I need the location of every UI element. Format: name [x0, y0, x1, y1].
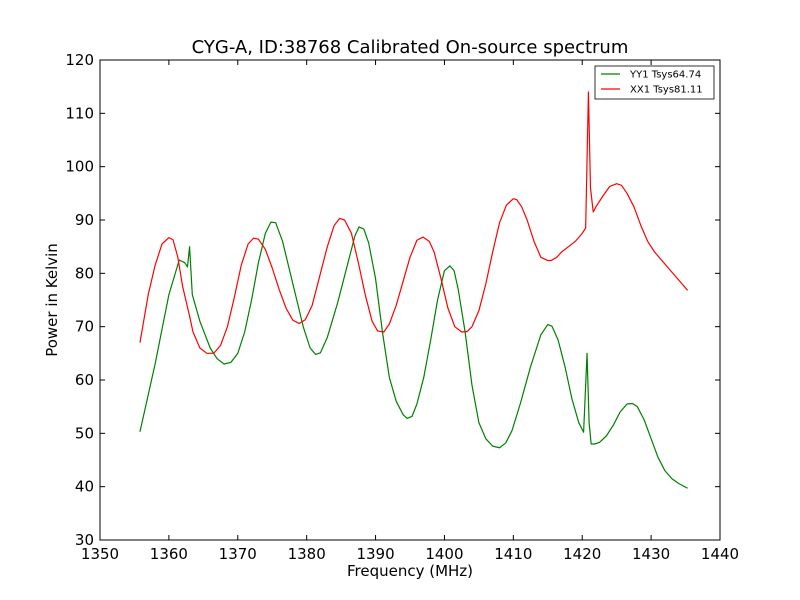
- y-tick-label: 120: [65, 51, 94, 69]
- x-tick-label: 1430: [632, 545, 670, 563]
- chart-title: CYG-A, ID:38768 Calibrated On-source spe…: [192, 37, 629, 58]
- y-tick-label: 70: [75, 318, 94, 336]
- legend-box: [594, 65, 715, 100]
- plot-area: [100, 60, 720, 540]
- legend-label-xx1: XX1 Tsys81.11: [630, 85, 703, 96]
- x-tick-label: 1350: [81, 545, 119, 563]
- x-tick-label: 1420: [563, 545, 601, 563]
- series-lines: [139, 91, 689, 489]
- y-axis-label: Power in Kelvin: [43, 243, 61, 357]
- legend-label-yy1: YY1 Tsys64.74: [629, 70, 701, 81]
- x-tick-label: 1370: [219, 545, 257, 563]
- y-tick-label: 50: [75, 424, 94, 442]
- y-axis-ticks: 30 40 50 60 70 80 90 100 110 120: [65, 51, 720, 549]
- series-line-1: [139, 91, 689, 354]
- x-tick-label: 1410: [494, 545, 532, 563]
- series-line-0: [139, 221, 688, 489]
- y-tick-label: 80: [75, 264, 94, 282]
- legend: YY1 Tsys64.74 XX1 Tsys81.11: [594, 65, 715, 100]
- x-tick-label: 1390: [356, 545, 394, 563]
- y-tick-label: 40: [75, 478, 94, 496]
- x-tick-label: 1440: [701, 545, 739, 563]
- y-tick-label: 100: [65, 158, 94, 176]
- y-tick-label: 30: [75, 531, 94, 549]
- x-tick-label: 1360: [150, 545, 188, 563]
- x-axis-label: Frequency (MHz): [347, 562, 473, 580]
- x-tick-label: 1380: [288, 545, 326, 563]
- plot-frame: [99, 59, 721, 541]
- x-axis-ticks: 1350 1360 1370 1380 1390 1400 1410 1420 1430 1440: [81, 60, 739, 563]
- y-tick-label: 90: [75, 211, 94, 229]
- y-tick-label: 110: [65, 104, 94, 122]
- y-tick-label: 60: [75, 371, 94, 389]
- x-tick-label: 1400: [425, 545, 463, 563]
